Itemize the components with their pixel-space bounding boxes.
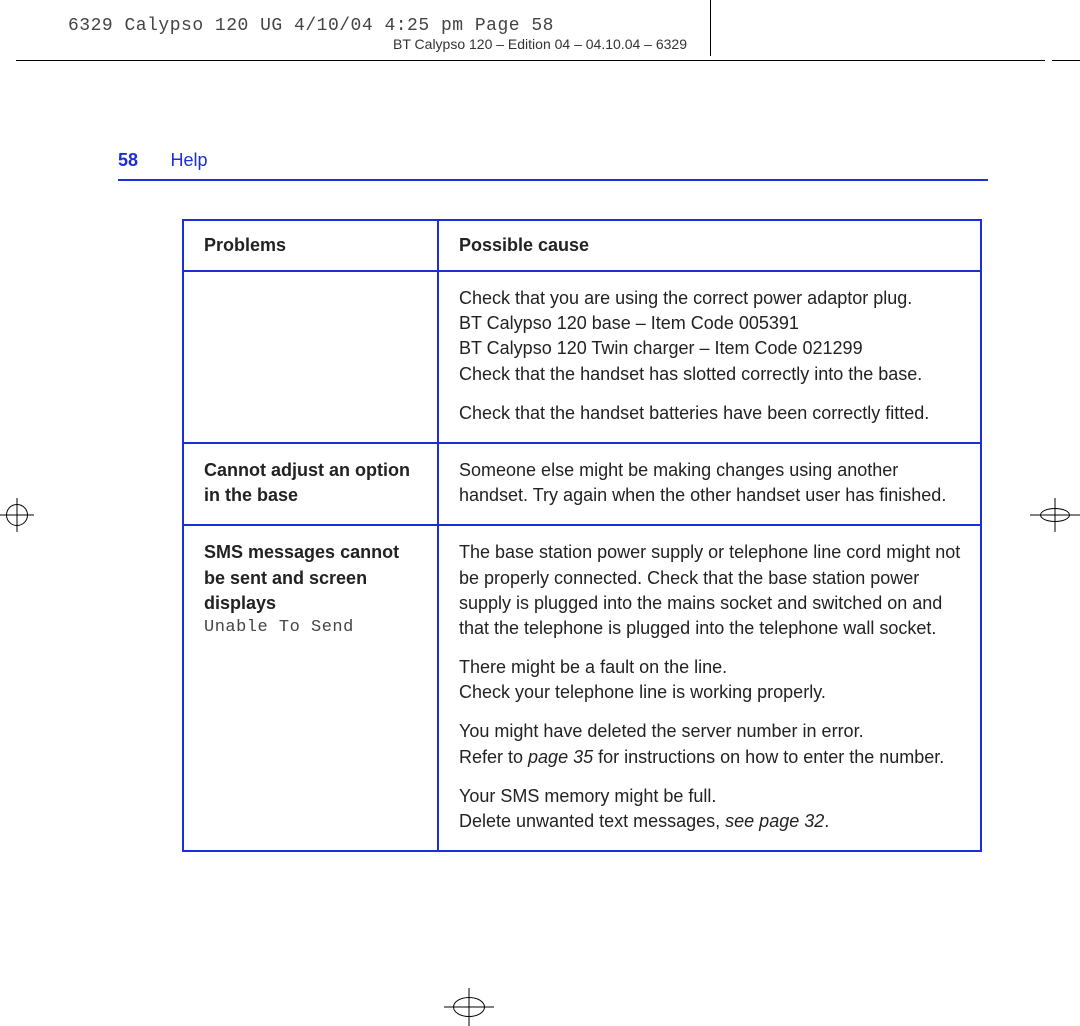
col-header-cause: Possible cause bbox=[438, 220, 981, 271]
table-row: Check that you are using the correct pow… bbox=[183, 271, 981, 443]
troubleshooting-table: Problems Possible cause Check that you a… bbox=[182, 219, 982, 852]
col-header-problems: Problems bbox=[183, 220, 438, 271]
page-header-rule: 58 Help bbox=[118, 150, 988, 181]
problem-title: Cannot adjust an option in the base bbox=[204, 458, 421, 508]
table-row: Cannot adjust an option in the base Someo… bbox=[183, 443, 981, 525]
cause-paragraph: There might be a fault on the line.Check… bbox=[459, 655, 964, 705]
page-reference: see page 32 bbox=[725, 811, 824, 831]
problem-title: SMS messages cannot be sent and screen d… bbox=[204, 540, 421, 616]
section-title: Help bbox=[170, 150, 207, 170]
page-reference: page 35 bbox=[528, 747, 593, 767]
crop-mark bbox=[16, 60, 1045, 61]
cause-paragraph: Your SMS memory might be full.Delete unw… bbox=[459, 784, 964, 834]
cause-paragraph: Someone else might be making changes usi… bbox=[459, 458, 964, 508]
edition-line: BT Calypso 120 – Edition 04 – 04.10.04 –… bbox=[0, 36, 1080, 52]
registration-mark-left bbox=[0, 498, 34, 532]
problem-display-text: Unable To Send bbox=[204, 616, 421, 640]
cause-paragraph: The base station power supply or telepho… bbox=[459, 540, 964, 641]
print-slug: 6329 Calypso 120 UG 4/10/04 4:25 pm Page… bbox=[68, 16, 554, 36]
page-body: 58 Help Problems Possible cause Check th… bbox=[118, 150, 988, 852]
cell-cause: Check that you are using the correct pow… bbox=[438, 271, 981, 443]
table-row: SMS messages cannot be sent and screen d… bbox=[183, 525, 981, 851]
crop-mark bbox=[710, 0, 711, 56]
registration-mark-bottom bbox=[444, 988, 494, 1026]
cause-paragraph: Check that the handset batteries have be… bbox=[459, 401, 964, 426]
cell-problem: SMS messages cannot be sent and screen d… bbox=[183, 525, 438, 851]
table-header-row: Problems Possible cause bbox=[183, 220, 981, 271]
cell-cause: Someone else might be making changes usi… bbox=[438, 443, 981, 525]
cell-problem: Cannot adjust an option in the base bbox=[183, 443, 438, 525]
cell-cause: The base station power supply or telepho… bbox=[438, 525, 981, 851]
cell-problem bbox=[183, 271, 438, 443]
registration-mark-right bbox=[1030, 498, 1080, 532]
cause-paragraph: Check that you are using the correct pow… bbox=[459, 286, 964, 387]
cause-paragraph: You might have deleted the server number… bbox=[459, 719, 964, 769]
crop-mark bbox=[1052, 60, 1080, 61]
page-number: 58 bbox=[118, 150, 138, 170]
